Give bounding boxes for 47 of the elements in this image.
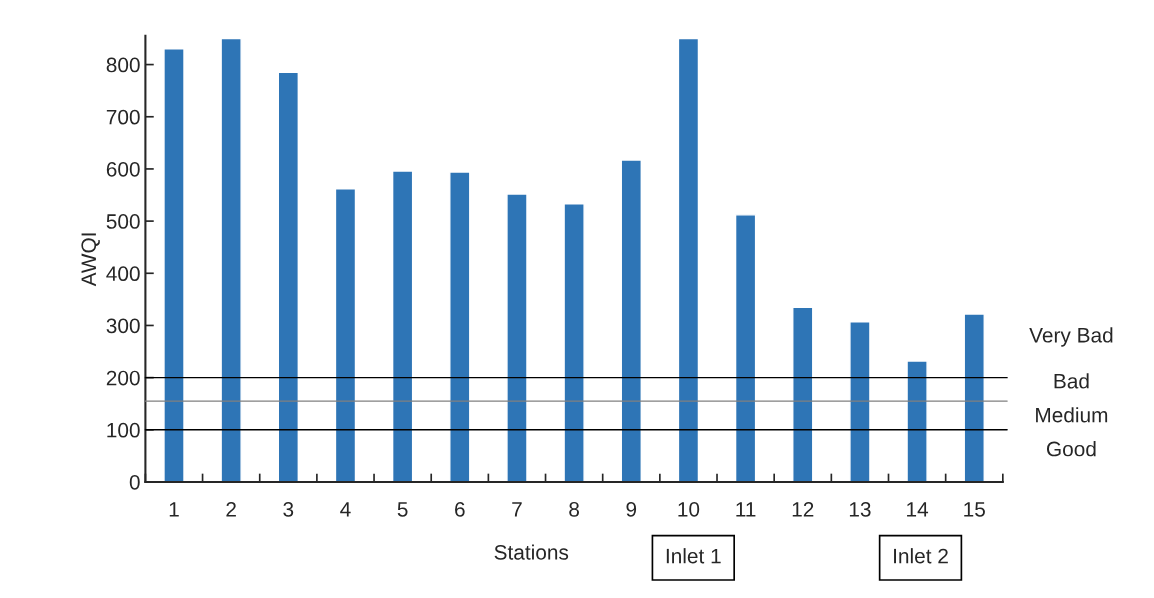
x-tick-label: 3 — [283, 501, 294, 517]
text: Very Bad — [1029, 327, 1113, 347]
bar — [849, 321, 871, 482]
bar — [334, 188, 357, 482]
bar — [906, 360, 928, 482]
x-tick-label: 15 — [964, 502, 985, 517]
x-tick-label: 6 — [455, 501, 465, 517]
text: Good — [1046, 441, 1096, 457]
x-tick-label: 2 — [226, 501, 236, 517]
y-tick-label: 700 — [106, 109, 140, 125]
bar — [963, 313, 985, 482]
x-tick-label: 8 — [569, 501, 579, 517]
text: Bad — [1054, 373, 1089, 389]
bar — [277, 71, 300, 482]
x-tick-label: 12 — [792, 501, 814, 517]
x-axis-title: Stations — [494, 544, 569, 560]
text: Inlet 1 — [666, 548, 721, 564]
x-tick-label: 9 — [626, 501, 637, 517]
bar — [220, 37, 242, 482]
y-tick-label: 0 — [129, 474, 140, 490]
x-tick-label: 7 — [512, 502, 522, 517]
y-axis-title: AWQI — [81, 233, 100, 287]
y-tick-label: 400 — [106, 266, 140, 282]
text: Medium — [1036, 407, 1108, 423]
bar — [563, 203, 585, 482]
bar — [391, 170, 414, 482]
bar — [163, 48, 185, 482]
x-tick-label: 1 — [169, 502, 179, 517]
x-tick-label: 11 — [736, 502, 756, 517]
bar — [677, 37, 700, 482]
y-tick-label: 500 — [106, 214, 140, 229]
x-tick-label: 5 — [397, 502, 408, 517]
bar — [792, 306, 814, 482]
x-tick-label: 13 — [849, 501, 871, 517]
x-tick-label: 4 — [340, 502, 351, 517]
bar — [506, 193, 528, 482]
y-tick-label: 300 — [106, 318, 140, 334]
x-tick-label: 10 — [678, 501, 700, 517]
y-tick-label: 100 — [107, 422, 140, 438]
bar — [449, 171, 471, 482]
y-tick-label: 800 — [106, 57, 140, 73]
y-tick-label: 600 — [106, 161, 140, 177]
bar — [620, 159, 642, 482]
bar — [734, 214, 757, 482]
y-tick-label: 200 — [106, 370, 140, 386]
text: Inlet 2 — [894, 548, 948, 564]
x-tick-label: 14 — [907, 502, 929, 517]
